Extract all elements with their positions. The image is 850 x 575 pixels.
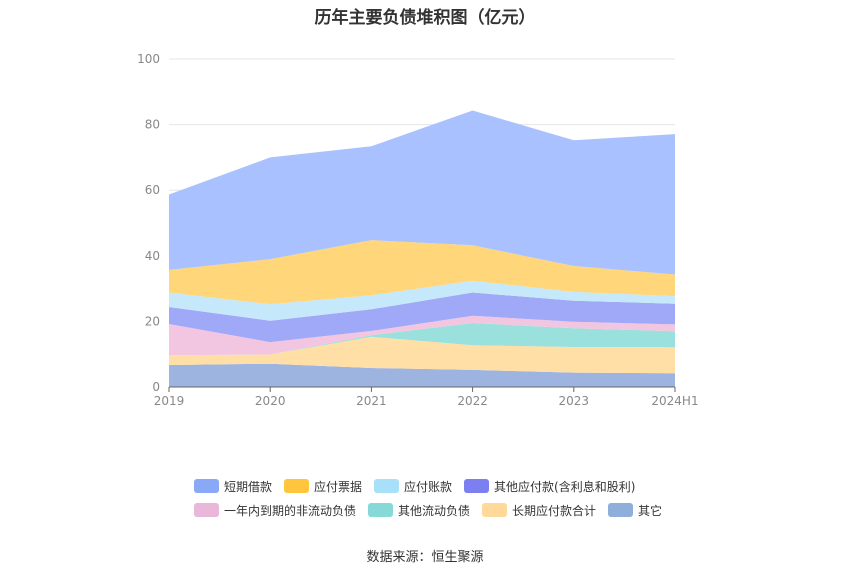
x-tick-label: 2020: [255, 394, 286, 408]
y-tick-label: 0: [152, 380, 160, 394]
chart-legend: 短期借款 应付票据 应付账款 其他应付款(含利息和股利) 一年内到期的非流动负债…: [194, 474, 714, 522]
legend-item-other-payables[interactable]: 其他应付款(含利息和股利): [464, 478, 635, 495]
legend-item-notes-payable[interactable]: 应付票据: [284, 478, 362, 495]
legend-item-short-term-loans[interactable]: 短期借款: [194, 478, 272, 495]
area-应付票据: [169, 240, 675, 305]
stacked-area-chart: 0 20 40 60 80 100 2019 2020 2021 2022 2023 2024H1: [137, 52, 699, 408]
legend-label: 其他应付款(含利息和股利): [494, 479, 636, 494]
legend-label: 一年内到期的非流动负债: [224, 503, 357, 518]
x-tick-label: 2019: [154, 394, 185, 408]
area-短期借款: [169, 110, 675, 275]
area-series: [169, 110, 675, 387]
legend-swatch: [368, 503, 394, 517]
legend-swatch: [608, 503, 634, 517]
y-tick-label: 80: [145, 118, 160, 132]
legend-item-long-term-payables[interactable]: 长期应付款合计: [482, 502, 596, 519]
legend-swatch: [194, 503, 219, 517]
legend-label: 长期应付款合计: [512, 503, 597, 518]
chart-title: 历年主要负债堆积图（亿元）: [314, 8, 536, 28]
y-tick-label: 100: [137, 52, 160, 66]
legend-row-1: 短期借款 应付票据 应付账款 其他应付款(含利息和股利): [194, 474, 714, 498]
legend-swatch: [482, 503, 508, 517]
legend-label: 短期借款: [224, 479, 273, 494]
x-tick-label: 2022: [457, 394, 488, 408]
x-tick-label: 2021: [356, 394, 387, 408]
area-一年内到期的非流动负债: [169, 315, 675, 356]
y-tick-label: 60: [145, 183, 160, 197]
area-其他流动负债: [169, 323, 675, 356]
x-tick-label: 2023: [559, 394, 590, 408]
y-tick-label: 20: [145, 314, 160, 328]
area-长期应付款合计: [169, 336, 675, 374]
legend-item-other[interactable]: 其它: [608, 502, 662, 519]
legend-label: 应付账款: [404, 479, 453, 494]
legend-swatch: [374, 479, 400, 493]
axes: 0 20 40 60 80 100 2019 2020 2021 2022 2023 2024H1: [137, 52, 699, 408]
legend-row-2: 一年内到期的非流动负债 其他流动负债 长期应付款合计 其它: [194, 498, 714, 522]
legend-item-accounts-payable[interactable]: 应付账款: [374, 478, 452, 495]
area-应付账款: [169, 280, 675, 321]
legend-swatch: [464, 479, 490, 493]
legend-swatch: [284, 479, 310, 493]
legend-label: 应付票据: [314, 479, 363, 494]
legend-label: 其它: [638, 503, 663, 518]
area-其它: [169, 363, 675, 387]
legend-item-current-portion-noncurrent[interactable]: 一年内到期的非流动负债: [194, 502, 356, 519]
legend-swatch: [194, 479, 219, 493]
area-其他应付款(含利息和股利): [169, 292, 675, 343]
legend-label: 其他流动负债: [398, 503, 471, 518]
legend-item-other-current-liabilities[interactable]: 其他流动负债: [368, 502, 470, 519]
y-tick-label: 40: [145, 249, 160, 263]
data-source: 数据来源：恒生聚源: [366, 550, 484, 565]
x-tick-label: 2024H1: [651, 394, 698, 408]
